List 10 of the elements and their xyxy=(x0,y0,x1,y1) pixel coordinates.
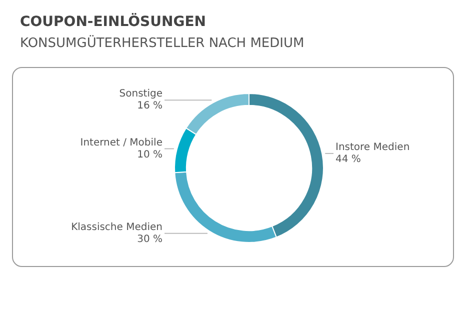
data-label: 16 % xyxy=(137,100,162,112)
slice-label: Klassische Medien xyxy=(71,222,162,234)
chart-subtitle: KONSUMGÜTERHERSTELLER NACH MEDIUM xyxy=(20,36,304,51)
slice-label: Instore Medien xyxy=(336,142,410,154)
chart-title: COUPON-EINLÖSUNGEN xyxy=(20,14,206,30)
data-label: 10 % xyxy=(137,149,162,160)
slice-label: Internet / Mobile xyxy=(80,137,162,148)
data-label: 44 % xyxy=(336,154,361,166)
data-label: 30 % xyxy=(137,234,162,246)
slice-label: Sonstige xyxy=(119,88,162,100)
